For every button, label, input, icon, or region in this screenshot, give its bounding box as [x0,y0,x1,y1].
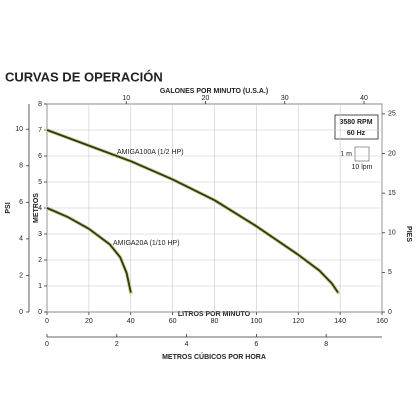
x3-axis-title: METROS CÚBICOS POR HORA [162,352,266,361]
x-tick-label: 160 [376,318,388,325]
y-tick-label: 4 [38,205,42,212]
y2-axis-title: PSI [5,202,12,213]
x2-axis-title: GALONES POR MINUTO (U.S.A.) [160,88,268,95]
x-tick-label: 40 [127,318,135,325]
y3-tick-label: 25 [388,111,396,118]
x-tick-label: 60 [169,318,177,325]
y3-tick-label: 10 [388,230,396,237]
x-tick-label: 0 [45,318,49,325]
y-tick-label: 6 [38,153,42,160]
x3-tick-label: 4 [185,341,189,348]
scale-h-label: 10 lpm [351,164,372,171]
x2-tick-label: 40 [360,95,368,102]
x-tick-label: 100 [251,318,263,325]
y-tick-label: 1 [38,283,42,290]
series-label: AMIGA20A (1/10 HP) [113,240,180,247]
x3-tick-label: 0 [45,341,49,348]
hz-label: 60 Hz [347,130,366,137]
y3-tick-label: 20 [388,150,396,157]
x2-tick-label: 20 [202,95,210,102]
y-tick-label: 3 [38,231,42,238]
x-tick-label: 140 [334,318,346,325]
scale-v-label: 1 m [340,151,352,158]
y3-tick-label: 15 [388,190,396,197]
x-tick-label: 20 [85,318,93,325]
rpm-box [334,114,379,140]
y-tick-label: 7 [38,127,42,134]
x3-tick-label: 8 [324,341,328,348]
y-axis-title: METROS [33,193,40,223]
x-tick-label: 120 [292,318,304,325]
y-tick-label: 0 [38,309,42,316]
y-tick-label: 2 [38,257,42,264]
y2-tick-label: 6 [19,199,23,206]
y2-tick-label: 4 [19,236,23,243]
y3-axis-title: PIES [405,226,412,242]
chart-title: CURVAS DE OPERACIÓN [5,69,163,84]
y2-tick-label: 2 [19,272,23,279]
curve [46,207,132,293]
series-label: AMIGA100A (1/2 HP) [117,149,184,156]
x3-tick-label: 2 [115,341,119,348]
curve [46,129,339,294]
scale-square [354,146,370,162]
y2-tick-label: 10 [15,126,23,133]
y-tick-label: 8 [38,101,42,108]
x-tick-label: 80 [211,318,219,325]
y2-tick-label: 0 [19,309,23,316]
y-tick-label: 5 [38,179,42,186]
y3-tick-label: 5 [388,269,392,276]
curve-outline [45,128,340,295]
x3-tick-label: 6 [254,341,258,348]
rpm-label: 3580 RPM [339,119,372,126]
x2-tick-label: 30 [281,95,289,102]
x2-tick-label: 10 [122,95,130,102]
y3-tick-label: 0 [388,309,392,316]
y2-tick-label: 8 [19,163,23,170]
